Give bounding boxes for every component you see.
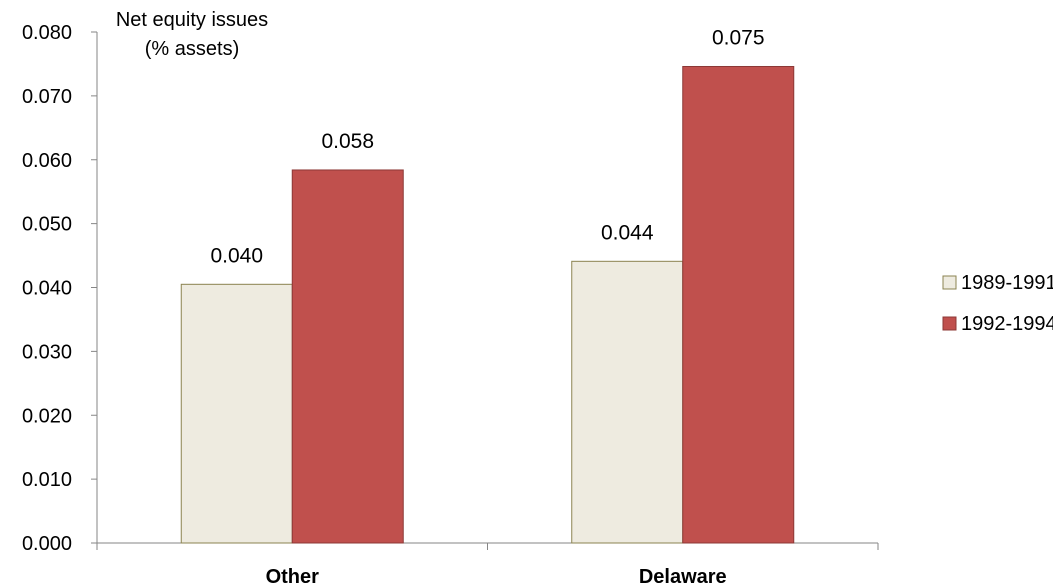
bars <box>180 65 795 544</box>
bar-1989-1991 <box>571 260 684 544</box>
x-category-label: Delaware <box>639 566 727 587</box>
legend: 1989-1991 1992-1994 <box>942 272 1053 335</box>
y-axis-title: (% assets) <box>145 38 239 60</box>
y-tick-label: 0.060 <box>22 150 72 172</box>
legend-swatch <box>942 316 957 331</box>
y-tick-label: 0.050 <box>22 214 72 236</box>
y-axis-title: Net equity issues <box>116 9 268 31</box>
y-tick-label: 0.030 <box>22 341 72 363</box>
axes: 0.000 0.010 0.020 0.030 0.040 0.050 0.060 0.070… <box>22 22 879 555</box>
y-tick-label: 0.000 <box>22 533 72 555</box>
legend-label: 1992-1994 <box>961 313 1053 335</box>
bar-1992-1994 <box>291 169 404 544</box>
x-category-label: Other <box>266 566 320 587</box>
y-tick-label: 0.020 <box>22 405 72 427</box>
y-tick-label: 0.040 <box>22 278 72 300</box>
y-tick-label: 0.010 <box>22 469 72 491</box>
data-label: 0.058 <box>321 130 374 153</box>
legend-label: 1989-1991 <box>961 272 1053 294</box>
y-tick-label: 0.070 <box>22 86 72 108</box>
bar-1989-1991 <box>180 283 293 544</box>
legend-swatch <box>942 275 957 290</box>
y-tick-label: 0.080 <box>22 22 72 44</box>
data-label: 0.040 <box>210 244 263 267</box>
bar-1992-1994 <box>682 65 795 544</box>
labels: Other Delaware Net equity issues (% assets)… <box>116 9 765 587</box>
data-label: 0.044 <box>601 221 654 244</box>
data-label: 0.075 <box>712 26 765 49</box>
